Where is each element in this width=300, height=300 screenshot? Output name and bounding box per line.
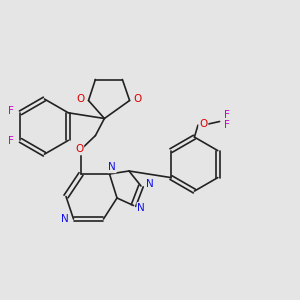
Text: N: N — [146, 179, 153, 189]
Text: O: O — [133, 94, 141, 104]
Text: N: N — [61, 214, 69, 224]
Text: F: F — [8, 106, 14, 116]
Text: F: F — [224, 120, 230, 130]
Text: F: F — [224, 110, 230, 121]
Text: N: N — [137, 203, 145, 213]
Text: O: O — [77, 94, 85, 104]
Text: O: O — [199, 118, 208, 129]
Text: O: O — [75, 144, 83, 154]
Text: F: F — [8, 136, 14, 146]
Text: N: N — [108, 162, 116, 172]
